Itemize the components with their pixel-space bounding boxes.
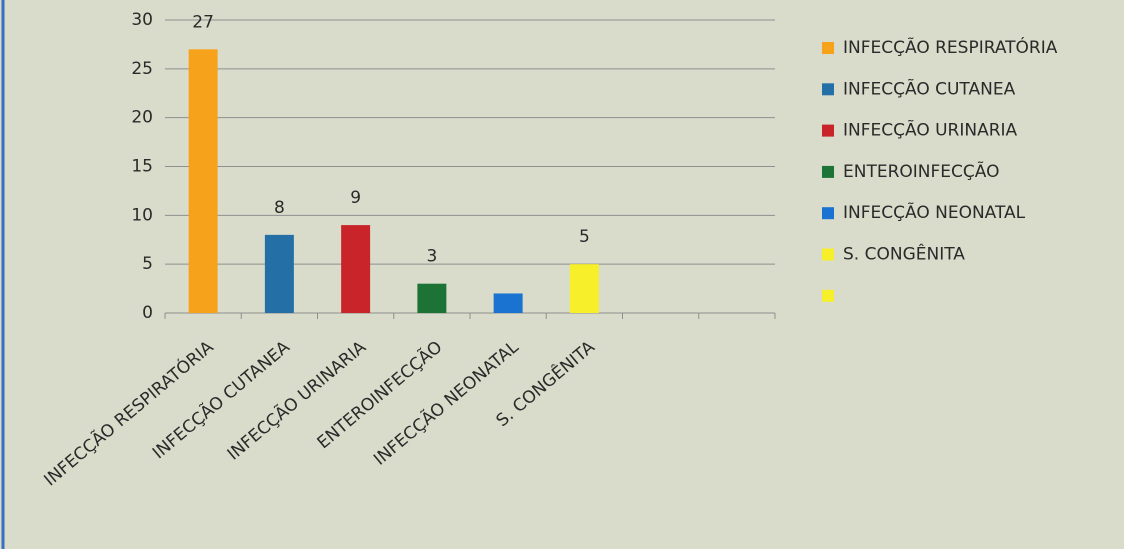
data-label: 5: [579, 227, 590, 247]
legend-label: INFECÇÃO CUTANEA: [843, 77, 1016, 99]
legend-label: ENTEROINFECÇÃO: [843, 160, 999, 182]
legend-label: INFECÇÃO URINARIA: [843, 119, 1018, 141]
bar: [569, 264, 599, 313]
data-label: 9: [350, 188, 361, 208]
legend-label: S. CONGÊNITA: [843, 243, 965, 265]
bar: [341, 225, 371, 313]
data-label: 8: [274, 198, 285, 218]
y-tick-label: 0: [142, 303, 153, 323]
y-tick-label: 25: [131, 59, 153, 79]
legend-swatch: [822, 42, 834, 54]
legend-swatch: [822, 248, 834, 261]
legend-swatch: [822, 124, 834, 137]
legend-label: INFECÇÃO NEONATAL: [843, 201, 1026, 223]
y-tick-label: 20: [131, 108, 153, 128]
bar: [493, 293, 523, 313]
y-tick-label: 15: [131, 157, 153, 177]
bar: [417, 283, 447, 313]
y-tick-label: 10: [131, 205, 153, 225]
bar: [188, 49, 218, 314]
legend-label: INFECÇÃO RESPIRATÓRIA: [843, 36, 1058, 58]
legend-swatch: [822, 207, 834, 220]
legend-swatch: [822, 83, 834, 96]
y-tick-label: 5: [142, 254, 153, 274]
y-tick-label: 30: [131, 10, 153, 30]
legend-swatch: [822, 165, 834, 178]
data-label: 27: [192, 12, 214, 32]
data-label: 3: [426, 247, 437, 267]
legend-swatch: [822, 289, 834, 302]
bar: [264, 234, 294, 313]
